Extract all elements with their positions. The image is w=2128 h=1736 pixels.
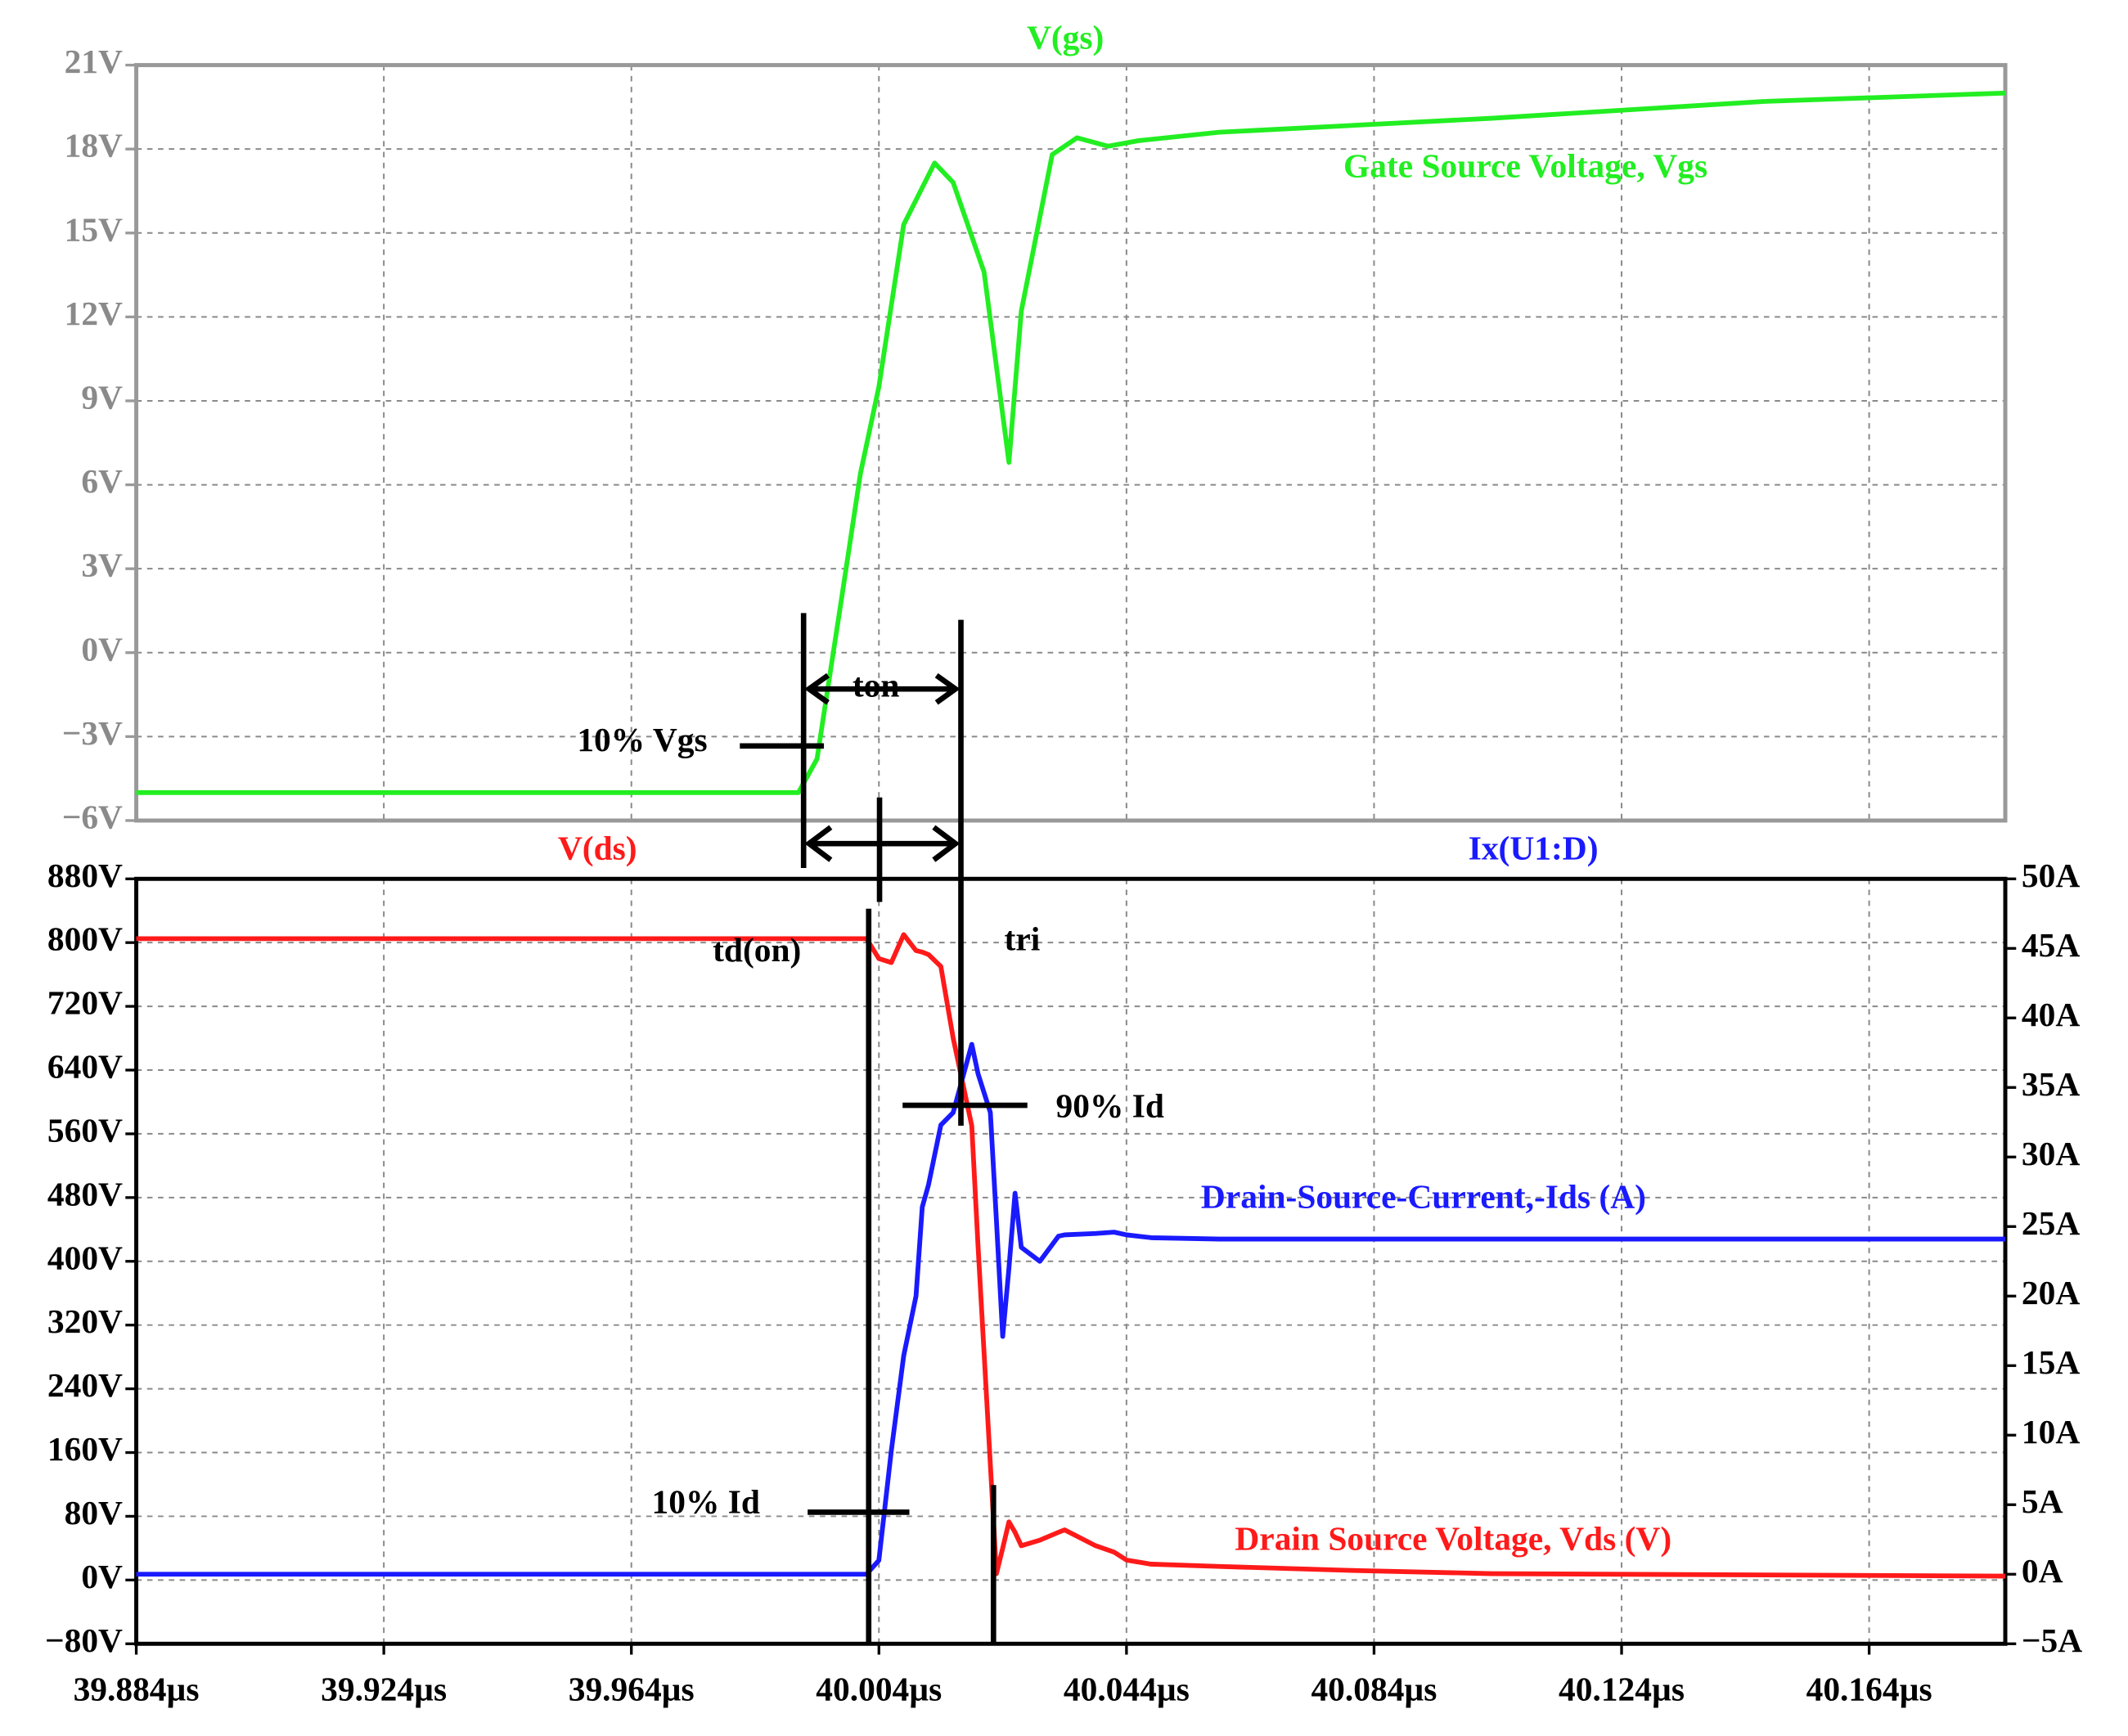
- series-line: [136, 90, 2006, 795]
- annotation: 10% Id: [652, 1483, 760, 1521]
- x-tick-label: 40.004µs: [816, 1670, 942, 1707]
- y-tick-label: 720V: [47, 984, 123, 1022]
- y2-tick-label: 10A: [2022, 1413, 2080, 1450]
- y-tick-label: 240V: [47, 1366, 123, 1404]
- y-tick-label: 9V: [81, 378, 123, 416]
- x-tick-label: 39.964µs: [569, 1670, 695, 1707]
- y-tick-label: 0V: [81, 630, 123, 668]
- trace-title: V(ds): [558, 830, 637, 868]
- y-tick-label: 800V: [47, 920, 123, 958]
- y-tick-label: 21V: [65, 43, 123, 80]
- y-tick-label: 560V: [47, 1111, 123, 1149]
- y2-tick-label: 0A: [2022, 1552, 2063, 1590]
- x-tick-label: 39.924µs: [321, 1670, 447, 1707]
- annotation: tri: [1005, 920, 1041, 958]
- trace-title: Ix(U1:D): [1469, 830, 1599, 868]
- x-tick-label: 40.164µs: [1806, 1670, 1932, 1707]
- series-line: [136, 1041, 2006, 1577]
- y2-tick-label: 30A: [2022, 1135, 2080, 1172]
- y-tick-label: 80V: [65, 1494, 123, 1531]
- y-tick-label: −6V: [62, 798, 123, 835]
- y-tick-label: 3V: [81, 546, 123, 584]
- y2-tick-label: 50A: [2022, 857, 2080, 894]
- annotation: td(on): [713, 931, 801, 969]
- y-tick-label: 0V: [81, 1558, 123, 1595]
- y-tick-label: 320V: [47, 1302, 123, 1340]
- y-tick-label: 18V: [65, 127, 123, 164]
- series-label: Drain Source Voltage, Vds (V): [1235, 1519, 1671, 1558]
- y-tick-label: 480V: [47, 1175, 123, 1212]
- x-tick-label: 40.084µs: [1311, 1670, 1437, 1707]
- y-tick-label: 880V: [47, 857, 123, 894]
- annotation-lines: [740, 613, 1028, 1644]
- y2-tick-label: 45A: [2022, 926, 2080, 964]
- plot-frame: [134, 63, 2008, 823]
- y2-tick-label: 20A: [2022, 1274, 2080, 1311]
- series-label: Drain-Source-Current,-Ids (A): [1201, 1178, 1646, 1217]
- x-tick-label: 39.884µs: [74, 1670, 200, 1707]
- y2-tick-label: −5A: [2022, 1621, 2082, 1659]
- series-label: Gate Source Voltage, Vgs: [1343, 147, 1707, 185]
- y-tick-label: 160V: [47, 1430, 123, 1468]
- trace-title: V(gs): [1027, 18, 1104, 56]
- x-tick-label: 40.124µs: [1559, 1670, 1685, 1707]
- y2-tick-label: 25A: [2022, 1204, 2080, 1242]
- annotation: ton: [853, 667, 900, 704]
- y-tick-label: 400V: [47, 1239, 123, 1276]
- y2-tick-label: 35A: [2022, 1065, 2080, 1103]
- y-tick-label: 6V: [81, 462, 123, 500]
- x-tick-label: 40.044µs: [1064, 1670, 1190, 1707]
- y2-tick-label: 40A: [2022, 996, 2080, 1033]
- y-tick-label: 12V: [65, 295, 123, 332]
- y-tick-label: −80V: [45, 1621, 123, 1659]
- y-tick-label: 15V: [65, 210, 123, 248]
- annotation: 10% Vgs: [577, 721, 707, 758]
- annotation: 90% Id: [1056, 1087, 1164, 1125]
- y2-tick-label: 15A: [2022, 1343, 2080, 1381]
- y-tick-label: 640V: [47, 1048, 123, 1086]
- y-tick-label: −3V: [62, 714, 123, 752]
- y2-tick-label: 5A: [2022, 1482, 2063, 1520]
- series-line: [136, 932, 2006, 1579]
